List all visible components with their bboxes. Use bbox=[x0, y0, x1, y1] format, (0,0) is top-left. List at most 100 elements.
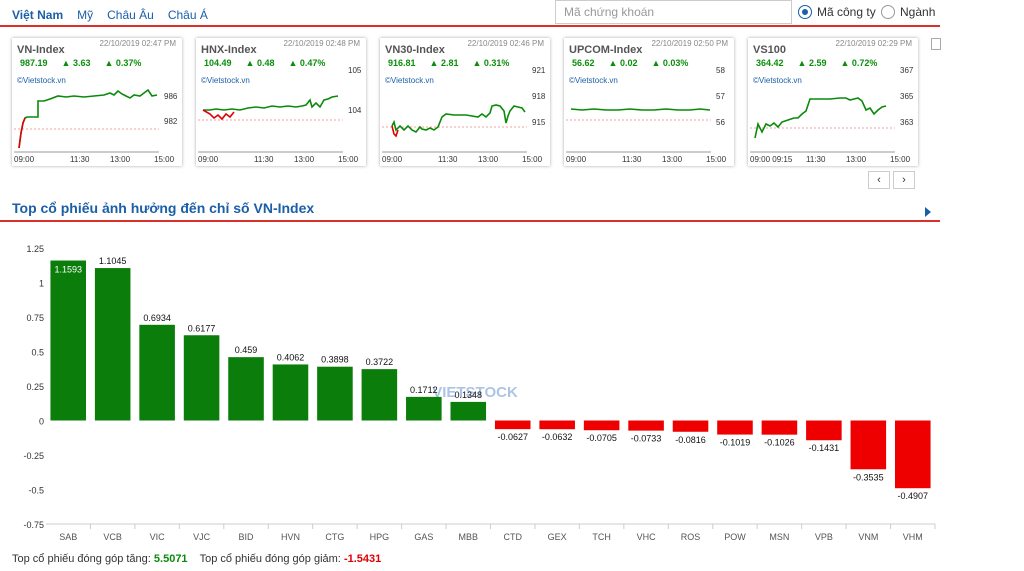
y-tick-label: 918 bbox=[532, 92, 545, 101]
category-label: VNM bbox=[858, 532, 878, 542]
y-tick-label: 0.5 bbox=[31, 348, 44, 358]
bar-ctd bbox=[495, 421, 531, 430]
tab-us[interactable]: Mỹ bbox=[77, 8, 93, 26]
radio-industry[interactable]: Ngành bbox=[881, 5, 935, 19]
x-tick-label: 11:30 bbox=[254, 155, 273, 164]
y-tick-label: 0.25 bbox=[26, 382, 44, 392]
category-label: BID bbox=[239, 532, 255, 542]
bar-tch bbox=[584, 421, 620, 431]
bar-vpb bbox=[806, 421, 842, 441]
index-source: ©Vietstock.vn bbox=[569, 76, 618, 85]
y-tick-label: 105 bbox=[348, 66, 361, 75]
tab-europe[interactable]: Châu Âu bbox=[107, 8, 154, 26]
bar-value-label: -0.3535 bbox=[853, 472, 884, 482]
index-card-vn-index[interactable]: VN-Index 22/10/2019 02:47 PM 987.19 ▲ 3.63 ▲… bbox=[12, 38, 182, 166]
up-value: 5.5071 bbox=[154, 553, 188, 565]
x-tick-label: 15:00 bbox=[338, 155, 358, 164]
category-label: VHM bbox=[903, 532, 923, 542]
x-tick-label: 11:30 bbox=[70, 155, 89, 164]
x-tick-label: 09:00 bbox=[566, 155, 586, 164]
bar-value-label: -0.1019 bbox=[720, 438, 751, 448]
section-title: Top cổ phiếu ảnh hưởng đến chỉ số VN-Ind… bbox=[12, 200, 314, 216]
radio-company[interactable]: Mã công ty bbox=[798, 5, 876, 19]
index-source: ©Vietstock.vn bbox=[201, 76, 250, 85]
y-tick-label: 104 bbox=[348, 106, 361, 115]
index-timestamp: 22/10/2019 02:48 PM bbox=[283, 39, 360, 48]
bar-value-label: -0.0816 bbox=[675, 435, 706, 445]
index-change: ▲ 0.48 bbox=[246, 58, 275, 68]
index-name: VN-Index bbox=[17, 44, 65, 56]
index-line bbox=[571, 109, 710, 110]
index-source: ©Vietstock.vn bbox=[753, 76, 802, 85]
x-tick-label: 13:00 bbox=[846, 155, 866, 164]
category-label: VHC bbox=[637, 532, 657, 542]
bar-vhc bbox=[628, 421, 664, 431]
index-change: ▲ 2.81 bbox=[430, 58, 459, 68]
radio-company-button[interactable] bbox=[798, 5, 812, 19]
bar-value-label: -0.0705 bbox=[586, 433, 617, 443]
index-card-vn30-index[interactable]: VN30-Index 22/10/2019 02:46 PM 916.81 ▲ 2.8… bbox=[380, 38, 550, 166]
carousel-next-button[interactable]: › bbox=[893, 171, 915, 189]
x-tick-label: 09:00 bbox=[198, 155, 218, 164]
bar-value-label: 0.4062 bbox=[277, 352, 305, 362]
index-change: ▲ 2.59 bbox=[798, 58, 827, 68]
radio-industry-button[interactable] bbox=[881, 5, 895, 19]
x-tick-label: 13:00 bbox=[110, 155, 130, 164]
x-tick-label: 15:00 bbox=[890, 155, 910, 164]
bar-vnm bbox=[851, 421, 887, 470]
y-tick-label: 367 bbox=[900, 66, 913, 75]
index-timestamp: 22/10/2019 02:50 PM bbox=[651, 39, 728, 48]
bar-hvn bbox=[273, 364, 309, 420]
y-tick-label: -0.75 bbox=[23, 520, 44, 530]
index-card-hnx-index[interactable]: HNX-Index 22/10/2019 02:48 PM 104.49 ▲ 0.48… bbox=[196, 38, 366, 166]
contribution-summary: Top cổ phiếu đóng góp tăng: 5.5071 Top c… bbox=[12, 553, 381, 565]
y-tick-label: 986 bbox=[164, 92, 177, 101]
index-card-vs100[interactable]: VS100 22/10/2019 02:29 PM 364.42 ▲ 2.59 ▲ 0.… bbox=[748, 38, 918, 166]
x-tick-label: 09:00 bbox=[14, 155, 34, 164]
category-label: VJC bbox=[193, 532, 211, 542]
category-label: TCH bbox=[592, 532, 611, 542]
index-percent: ▲ 0.31% bbox=[472, 58, 509, 68]
y-tick-label: 1 bbox=[39, 279, 44, 289]
category-label: VIC bbox=[150, 532, 166, 542]
bar-value-label: 1.1045 bbox=[99, 256, 127, 266]
bar-vcb bbox=[95, 268, 131, 420]
carousel-prev-button[interactable]: ‹ bbox=[868, 171, 890, 189]
x-tick-label: 11:30 bbox=[622, 155, 641, 164]
index-values: 56.62 ▲ 0.02 ▲ 0.03% bbox=[572, 58, 702, 68]
bar-value-label: -0.0632 bbox=[542, 432, 573, 442]
index-source: ©Vietstock.vn bbox=[385, 76, 434, 85]
index-value: 364.42 bbox=[756, 58, 784, 68]
index-source: ©Vietstock.vn bbox=[17, 76, 66, 85]
index-percent: ▲ 0.37% bbox=[104, 58, 141, 68]
bar-value-label: 1.1593 bbox=[54, 265, 82, 275]
x-tick-label: 11:30 bbox=[438, 155, 457, 164]
bar-value-label: -0.4907 bbox=[898, 491, 929, 501]
x-tick-label: 13:00 bbox=[294, 155, 314, 164]
stock-search-input[interactable] bbox=[555, 0, 792, 24]
index-card-upcom-index[interactable]: UPCOM-Index 22/10/2019 02:50 PM 56.62 ▲ 0.0… bbox=[564, 38, 734, 166]
y-tick-label: -0.25 bbox=[23, 451, 44, 461]
side-checkbox[interactable] bbox=[931, 38, 941, 50]
x-tick-label: 11:30 bbox=[806, 155, 825, 164]
category-label: ROS bbox=[681, 532, 701, 542]
y-tick-label: 0.75 bbox=[26, 313, 44, 323]
x-tick-label: 09:00 bbox=[382, 155, 402, 164]
index-name: UPCOM-Index bbox=[569, 44, 642, 56]
bar-value-label: 0.3898 bbox=[321, 355, 349, 365]
y-tick-label: 58 bbox=[716, 66, 725, 75]
bar-vic bbox=[139, 325, 175, 421]
tab-vietnam[interactable]: Việt Nam bbox=[12, 8, 63, 26]
category-label: MSN bbox=[769, 532, 789, 542]
bar-bid bbox=[228, 357, 264, 420]
section-expand-icon[interactable] bbox=[925, 207, 931, 217]
y-tick-label: 915 bbox=[532, 118, 545, 127]
up-label: Top cổ phiếu đóng góp tăng: bbox=[12, 553, 151, 565]
bar-sab bbox=[50, 261, 86, 421]
index-line-negative bbox=[19, 118, 25, 148]
tab-asia[interactable]: Châu Á bbox=[168, 8, 208, 26]
category-label: MBB bbox=[459, 532, 479, 542]
index-line bbox=[755, 98, 886, 138]
index-change: ▲ 3.63 bbox=[62, 58, 91, 68]
bar-value-label: 0.6177 bbox=[188, 323, 216, 333]
